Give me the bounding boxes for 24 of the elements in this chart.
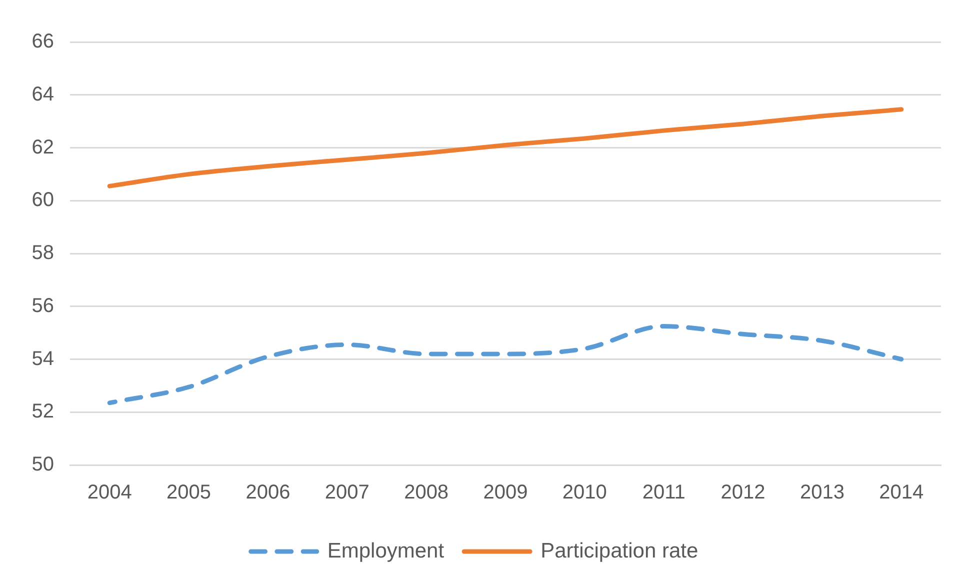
- y-tick-label: 60: [32, 189, 54, 212]
- x-tick-label: 2009: [483, 482, 528, 504]
- x-tick-label: 2012: [720, 482, 766, 504]
- line-series: [107, 324, 904, 406]
- y-tick-label: 58: [32, 242, 54, 264]
- x-tick-label: 2007: [324, 482, 370, 504]
- y-tick-label: 66: [32, 30, 54, 53]
- x-tick-label: 2004: [87, 482, 132, 504]
- y-tick-label: 62: [32, 136, 54, 158]
- x-tick-label: 2006: [246, 482, 290, 504]
- line-series: [107, 107, 904, 188]
- legend-label: Participation rate: [540, 539, 698, 562]
- legend-label: Employment: [327, 539, 444, 562]
- x-tick-label: 2008: [404, 482, 449, 504]
- x-tick-label: 2005: [166, 482, 212, 504]
- x-tick-label: 2010: [562, 482, 607, 504]
- y-tick-label: 54: [32, 348, 54, 370]
- y-tick-label: 52: [32, 400, 54, 423]
- x-tick-label: 2011: [642, 482, 686, 504]
- x-tick-label: 2013: [800, 482, 844, 504]
- y-tick-label: 64: [32, 83, 54, 106]
- y-tick-label: 56: [32, 294, 54, 317]
- y-tick-label: 50: [32, 454, 54, 476]
- x-tick-label: 2014: [879, 482, 924, 504]
